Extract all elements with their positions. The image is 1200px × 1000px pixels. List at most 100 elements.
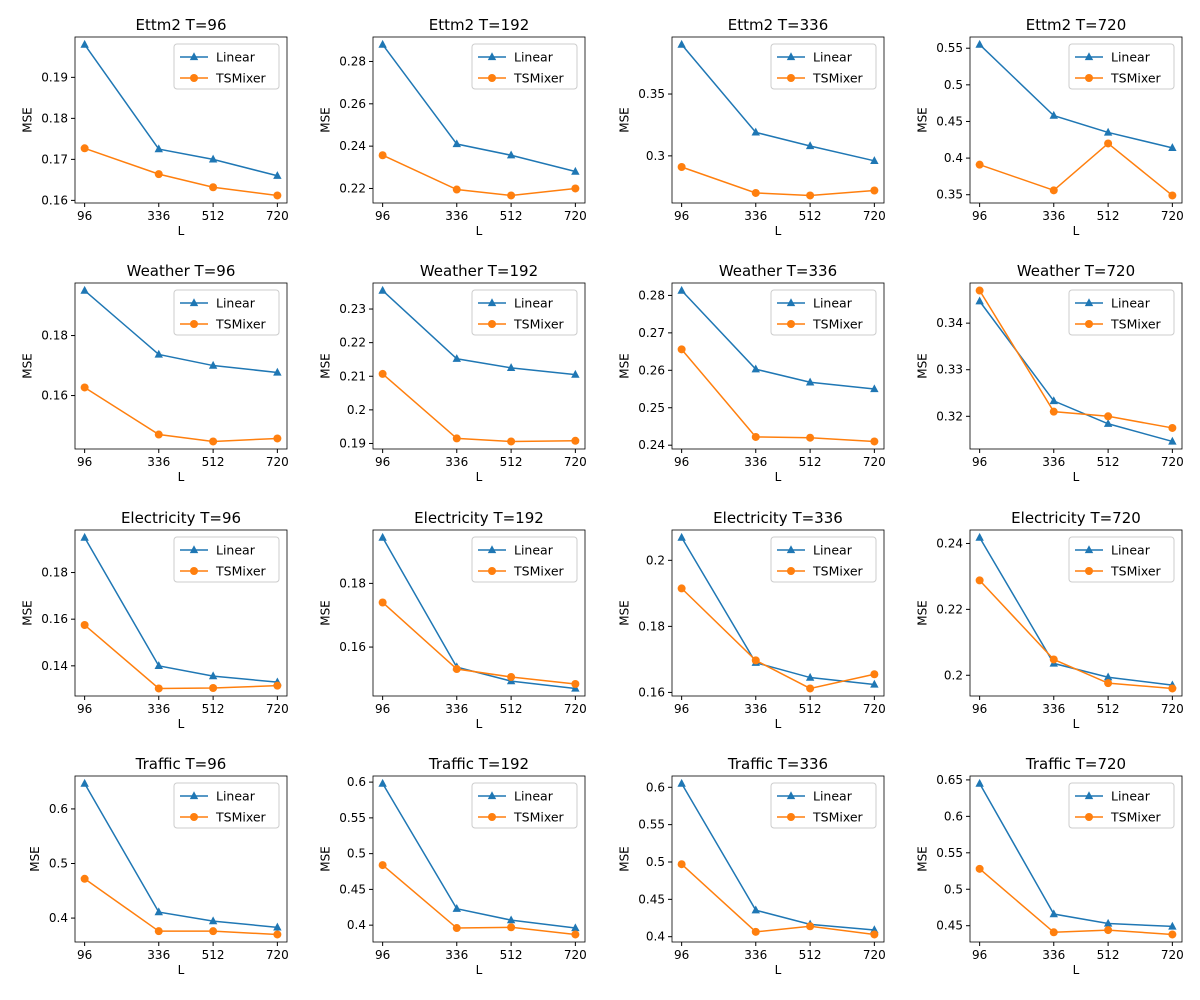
x-tick-label: 96 <box>674 455 689 469</box>
x-tick-label: 336 <box>744 948 767 962</box>
legend-marker <box>487 298 497 307</box>
x-tick-label: 720 <box>564 209 587 223</box>
x-axis-label: L <box>1073 224 1080 238</box>
data-point-tsmixer <box>571 679 580 688</box>
series-line-tsmixer <box>979 142 1173 197</box>
subplot-title: Ettm2 T=336 <box>728 16 829 34</box>
series-line-tsmixer <box>681 166 875 197</box>
data-point-linear <box>452 139 461 148</box>
x-axis-label: L <box>476 224 483 238</box>
data-point-tsmixer <box>209 683 218 692</box>
y-tick-label: 0.6 <box>49 802 68 816</box>
y-tick-label: 0.65 <box>936 773 963 787</box>
legend-marker <box>1084 52 1094 61</box>
y-tick-label: 0.6 <box>347 775 366 789</box>
y-tick-label: 0.35 <box>638 87 665 101</box>
data-point-tsmixer <box>80 383 89 392</box>
data-point-tsmixer <box>571 184 580 193</box>
x-tick-label: 336 <box>445 702 468 716</box>
y-tick-label: 0.19 <box>41 70 68 84</box>
axes-frame <box>74 36 288 204</box>
y-tick-label: 0.26 <box>339 97 366 111</box>
legend-label: Linear <box>514 296 554 311</box>
subplot: Weather T=720 96 336 512 720 0.32 0.33 0.34 L MSE… <box>915 262 1183 484</box>
x-tick-label: 96 <box>674 209 689 223</box>
subplot: Traffic T=96 96 336 512 720 0.4 0.5 0.6 L MSE Line… <box>28 755 289 977</box>
legend-marker <box>786 545 796 554</box>
x-tick-label: 96 <box>972 455 987 469</box>
y-tick-label: 0.5 <box>49 857 68 871</box>
data-point-tsmixer <box>870 670 879 679</box>
legend-label: TSMixer <box>1110 810 1162 825</box>
legend-marker <box>488 320 496 328</box>
data-point-linear <box>1049 110 1058 119</box>
y-tick-label: 0.24 <box>339 139 366 153</box>
data-point-linear <box>80 39 89 48</box>
subplot-title: Electricity T=720 <box>1011 509 1141 527</box>
x-tick-label: 720 <box>266 209 289 223</box>
data-point-tsmixer <box>273 434 282 443</box>
subplot: Traffic T=192 96 336 512 720 0.4 0.45 0.5 0.55 0.… <box>318 755 586 977</box>
subplot-title: Weather T=96 <box>127 262 236 280</box>
y-tick-label: 0.14 <box>41 659 68 673</box>
x-tick-label: 512 <box>500 702 523 716</box>
y-tick-label: 0.35 <box>936 188 963 202</box>
legend-marker <box>190 320 198 328</box>
x-tick-label: 336 <box>1042 702 1065 716</box>
axes-frame <box>671 775 885 943</box>
data-point-linear <box>975 296 984 305</box>
y-tick-label: 0.18 <box>638 619 665 633</box>
legend: Linear TSMixer <box>770 782 877 829</box>
data-point-tsmixer <box>452 434 461 443</box>
data-point-tsmixer <box>806 922 815 931</box>
legend-label: Linear <box>514 50 554 65</box>
data-point-linear <box>378 39 387 48</box>
x-axis-label: L <box>178 470 185 484</box>
series-line-tsmixer <box>978 290 1173 429</box>
data-point-linear <box>506 363 516 371</box>
series-line-tsmixer <box>979 868 1173 936</box>
legend: Linear TSMixer <box>471 43 578 90</box>
data-point-tsmixer <box>1104 679 1113 688</box>
legend-label: TSMixer <box>513 564 565 579</box>
x-tick-label: 512 <box>202 702 225 716</box>
data-point-linear <box>1103 419 1113 427</box>
data-point-tsmixer <box>1104 412 1113 421</box>
data-point-tsmixer <box>1049 407 1058 416</box>
x-axis-label: L <box>775 470 782 484</box>
y-tick-label: 0.2 <box>646 553 665 567</box>
series-line-linear <box>978 537 1173 686</box>
x-tick-label: 512 <box>500 455 523 469</box>
data-point-tsmixer <box>806 433 815 442</box>
x-axis-label: L <box>178 963 185 977</box>
x-tick-label: 720 <box>564 702 587 716</box>
y-tick-label: 0.16 <box>41 612 68 626</box>
data-point-linear <box>378 285 387 294</box>
data-point-tsmixer <box>209 183 218 192</box>
x-tick-label: 96 <box>77 209 92 223</box>
subplot-title: Traffic T=336 <box>727 755 828 773</box>
legend: Linear TSMixer <box>1068 43 1175 90</box>
series-line-linear <box>681 44 875 162</box>
data-point-linear <box>805 141 815 150</box>
y-tick-label: 0.22 <box>339 336 366 350</box>
legend-marker <box>488 567 496 575</box>
axes-frame <box>671 529 885 697</box>
y-tick-label: 0.27 <box>638 326 665 340</box>
x-tick-label: 336 <box>147 702 170 716</box>
y-tick-label: 0.22 <box>936 602 963 616</box>
data-point-linear <box>154 907 163 916</box>
x-tick-label: 336 <box>744 209 767 223</box>
y-tick-label: 0.4 <box>347 918 366 932</box>
data-point-linear <box>506 915 516 924</box>
data-point-tsmixer <box>870 930 879 939</box>
series-line-tsmixer <box>382 864 576 936</box>
legend-label: Linear <box>216 789 256 804</box>
legend-label: TSMixer <box>513 71 565 86</box>
x-tick-label: 336 <box>147 948 170 962</box>
data-point-linear <box>751 127 760 136</box>
subplot: Ettm2 T=192 96 336 512 720 0.22 0.24 0.26 0.28 L M… <box>318 16 586 238</box>
legend-label: TSMixer <box>215 564 267 579</box>
data-point-linear <box>378 778 387 787</box>
data-point-tsmixer <box>507 191 516 200</box>
